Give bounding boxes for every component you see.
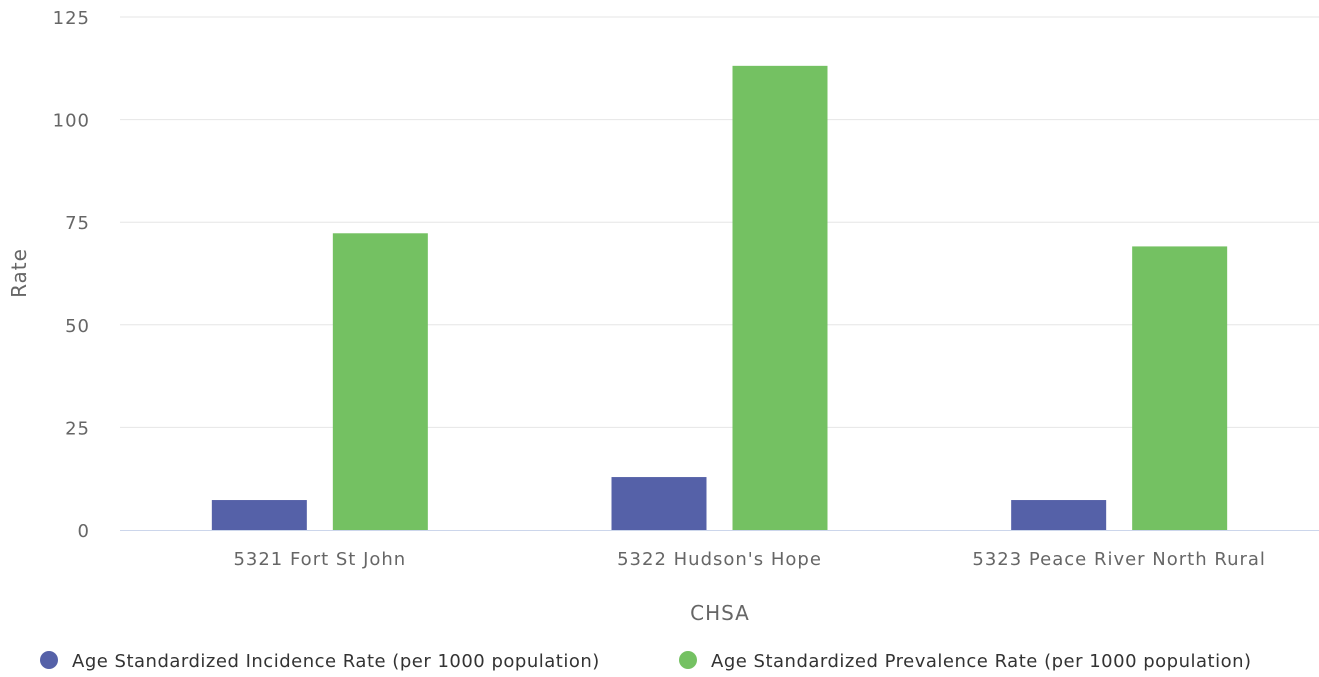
bar-incidence-1[interactable]	[211, 500, 307, 530]
grid-lines	[120, 16, 1319, 428]
y-tick-label: 25	[65, 418, 90, 439]
bar-prevalence-1[interactable]	[332, 233, 428, 530]
y-tick-label: 50	[65, 316, 90, 337]
y-tick-label: 100	[53, 111, 90, 132]
x-tick-label: 5322 Hudson's Hope	[617, 549, 822, 570]
legend-item-incidence[interactable]: Age Standardized Incidence Rate (per 100…	[40, 651, 600, 672]
legend-label-incidence: Age Standardized Incidence Rate (per 100…	[72, 651, 600, 672]
bar-prevalence-2[interactable]	[732, 65, 828, 531]
bar-incidence-2[interactable]	[611, 477, 707, 530]
bar-prevalence-3[interactable]	[1132, 246, 1228, 530]
legend-item-prevalence[interactable]: Age Standardized Prevalence Rate (per 10…	[679, 651, 1252, 672]
legend: Age Standardized Incidence Rate (per 100…	[40, 651, 1252, 672]
x-tick-label: 5321 Fort St John	[233, 549, 406, 570]
y-axis-tick-labels: 0 25 50 75 100 125	[53, 8, 90, 542]
y-tick-label: 0	[78, 521, 90, 542]
x-axis-tick-labels: 5321 Fort St John 5322 Hudson's Hope 5323 …	[233, 549, 1266, 570]
bars	[211, 65, 1228, 531]
legend-swatch-incidence	[40, 651, 58, 669]
y-tick-label: 125	[53, 8, 90, 29]
legend-label-prevalence: Age Standardized Prevalence Rate (per 10…	[711, 651, 1252, 672]
x-axis-title: CHSA	[690, 601, 750, 625]
x-tick-label: 5323 Peace River North Rural	[972, 549, 1266, 570]
y-axis-title: Rate	[7, 248, 31, 298]
legend-swatch-prevalence	[679, 651, 697, 669]
y-tick-label: 75	[65, 213, 90, 234]
bar-incidence-3[interactable]	[1011, 500, 1107, 530]
